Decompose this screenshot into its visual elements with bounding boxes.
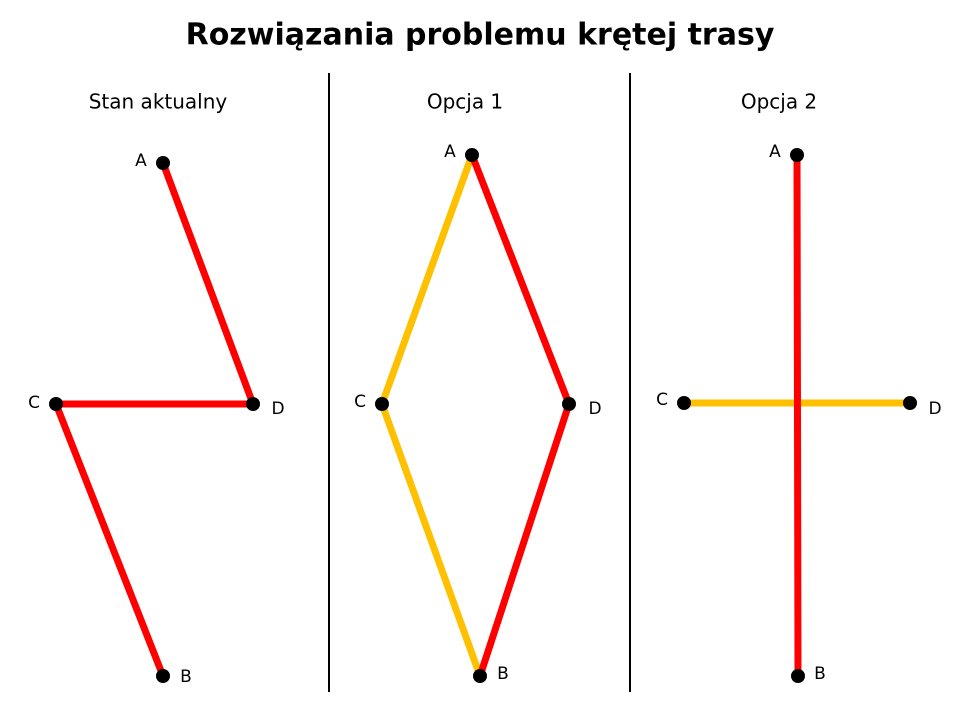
node-label: B xyxy=(497,664,509,684)
node xyxy=(375,397,389,411)
node xyxy=(49,397,63,411)
node-label: A xyxy=(444,142,456,162)
node-label: C xyxy=(656,390,668,410)
node-label: D xyxy=(271,399,284,419)
node xyxy=(791,669,805,683)
route xyxy=(468,151,573,408)
node-label: A xyxy=(769,142,781,162)
node-label: C xyxy=(354,392,366,412)
panel-title: Opcja 1 xyxy=(427,90,503,114)
node xyxy=(473,669,487,683)
route xyxy=(378,151,476,408)
node xyxy=(562,397,576,411)
route xyxy=(378,400,484,680)
node xyxy=(903,396,917,410)
panel-title: Opcja 2 xyxy=(741,90,817,114)
node xyxy=(156,669,170,683)
node xyxy=(790,148,804,162)
node-label: C xyxy=(28,393,40,413)
node-label: B xyxy=(814,664,826,684)
node xyxy=(677,396,691,410)
node xyxy=(246,397,260,411)
node xyxy=(465,148,479,162)
node xyxy=(156,156,170,170)
route xyxy=(52,400,167,680)
route xyxy=(793,151,802,680)
title: Rozwiązania problemu krętej trasy xyxy=(186,18,775,53)
node-label: D xyxy=(588,399,601,419)
node-label: D xyxy=(928,399,941,419)
node-label: A xyxy=(135,151,147,171)
route xyxy=(159,159,257,408)
node-label: B xyxy=(180,667,192,687)
route xyxy=(476,400,573,680)
panel-title: Stan aktualny xyxy=(89,90,228,114)
